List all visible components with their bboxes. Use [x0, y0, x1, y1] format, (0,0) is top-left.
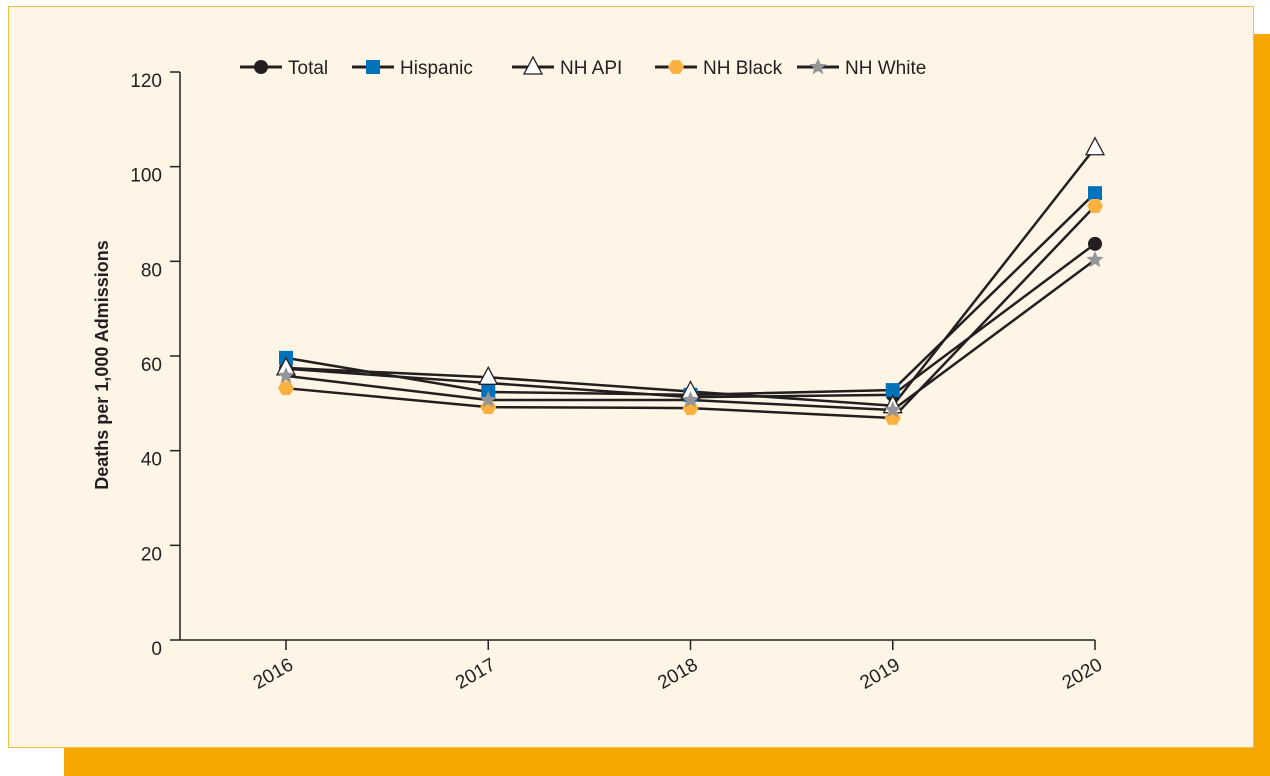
y-tick-label: 40	[141, 450, 162, 471]
y-tick-label: 100	[130, 166, 162, 187]
y-tick-label: 20	[141, 544, 162, 565]
marker	[1088, 236, 1102, 251]
marker	[479, 391, 497, 408]
marker	[668, 60, 684, 74]
y-tick-label: 60	[141, 355, 162, 376]
legend-label: NH White	[845, 58, 926, 79]
marker	[254, 60, 268, 74]
marker	[1084, 136, 1106, 156]
marker	[1088, 186, 1102, 201]
marker	[809, 58, 827, 75]
marker	[681, 391, 700, 408]
marker	[885, 383, 900, 398]
marker	[884, 400, 902, 418]
y-axis-label: Deaths per 1,000 Admissions	[92, 240, 112, 489]
marker	[478, 365, 499, 385]
y-tick-label: 120	[130, 71, 162, 92]
legend-label: Hispanic	[400, 58, 473, 79]
y-tick-label: 0	[151, 639, 162, 660]
y-tick-label: 80	[141, 260, 162, 281]
legend-label: NH Black	[703, 58, 783, 79]
legend-label: Total	[288, 58, 328, 79]
marker	[1087, 199, 1103, 213]
marker	[278, 381, 294, 396]
panel	[8, 6, 1254, 748]
marker	[522, 55, 544, 75]
legend-label: NH API	[560, 58, 622, 79]
marker	[1086, 250, 1104, 268]
marker	[277, 366, 295, 384]
marker	[366, 60, 380, 74]
